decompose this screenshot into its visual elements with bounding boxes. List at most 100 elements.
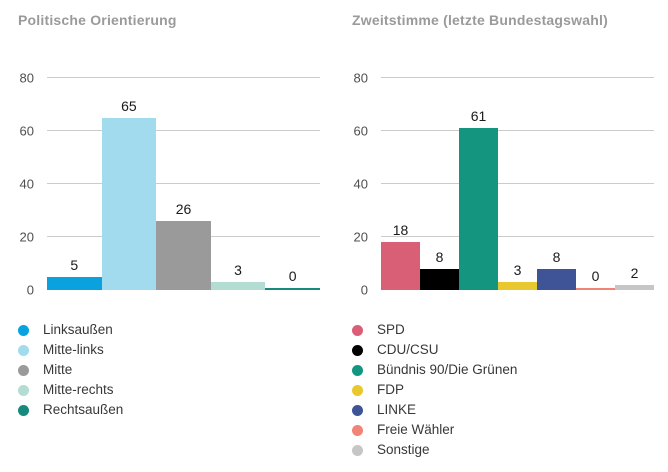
- bar: [101, 117, 157, 290]
- bar-value-label: 2: [630, 264, 639, 281]
- chart-title: Politische Orientierung: [18, 12, 177, 28]
- bar-value-label: 3: [234, 262, 242, 279]
- y-axis-tick-label: 60: [353, 123, 368, 139]
- legend-item: Mitte: [18, 360, 320, 380]
- legend-item: Mitte-rechts: [18, 380, 320, 400]
- legend-swatch-icon: [352, 444, 363, 456]
- legend-swatch-icon: [18, 404, 29, 416]
- plot-area: 0 20 40 60 80 5 65 26 3 0: [20, 72, 320, 297]
- legend-label: SPD: [377, 322, 405, 337]
- bar: [498, 282, 537, 290]
- legend-item: Rechtsaußen: [18, 400, 320, 420]
- legend-swatch-icon: [18, 324, 29, 336]
- legend-swatch-icon: [352, 324, 363, 336]
- legend-item: Bündnis 90/Die Grünen: [352, 360, 654, 380]
- y-axis-tick-label: 0: [26, 282, 34, 298]
- chart-panel-zweitstimme: Zweitstimme (letzte Bundestagswahl) 0 20 4…: [334, 0, 668, 472]
- legend-swatch-icon: [18, 384, 29, 396]
- legend-label: CDU/CSU: [377, 342, 439, 357]
- gridline: 80: [354, 72, 654, 85]
- legend-label: Mitte-links: [43, 342, 104, 357]
- legend-label: Bündnis 90/Die Grünen: [377, 362, 518, 377]
- bar-value-label: 8: [552, 248, 561, 265]
- bar-group: 8: [537, 78, 576, 290]
- y-axis-tick-label: 0: [360, 282, 368, 298]
- legend-item: Sonstige: [352, 440, 654, 460]
- bar-value-label: 8: [435, 248, 444, 265]
- legend-swatch-icon: [18, 344, 29, 356]
- bar: [47, 276, 102, 290]
- bar-group: 5: [47, 78, 102, 290]
- legend-swatch-icon: [352, 404, 363, 416]
- legend-swatch-icon: [352, 384, 363, 396]
- legend-swatch-icon: [18, 364, 29, 376]
- bar-group: 0: [576, 78, 615, 290]
- chart-title: Zweitstimme (letzte Bundestagswahl): [352, 12, 608, 28]
- bar: [381, 242, 420, 290]
- bar-group: 65: [101, 78, 157, 290]
- y-axis-tick-label: 80: [353, 70, 368, 86]
- bar-group: 61: [459, 78, 498, 290]
- gridline: 40: [20, 178, 320, 191]
- legend-label: Freie Wähler: [377, 422, 455, 437]
- legend-swatch-icon: [352, 344, 363, 356]
- legend-swatch-icon: [352, 424, 363, 436]
- legend-label: Rechtsaußen: [43, 402, 124, 417]
- gridline: 40: [354, 178, 654, 191]
- legend-label: FDP: [377, 382, 404, 397]
- bar-group: 3: [498, 78, 537, 290]
- legend-label: Linksaußen: [43, 322, 113, 337]
- bar: [615, 284, 654, 290]
- bar-group: 18: [381, 78, 420, 290]
- legend-label: Sonstige: [377, 442, 430, 457]
- y-axis-tick-label: 40: [353, 176, 368, 192]
- bar: [459, 128, 498, 290]
- bar: [156, 221, 211, 290]
- bar-group: 0: [265, 78, 320, 290]
- legend-item: SPD: [352, 320, 654, 340]
- legend: SPD CDU/CSU Bündnis 90/Die Grünen FDP LINKE F…: [352, 320, 654, 460]
- legend-item: FDP: [352, 380, 654, 400]
- bar-group: 8: [420, 78, 459, 290]
- bar-value-label: 5: [70, 256, 79, 273]
- gridline: 60: [354, 125, 654, 138]
- bar-group: 3: [210, 78, 266, 290]
- legend-item: CDU/CSU: [352, 340, 654, 360]
- bar-value-label: 26: [175, 201, 192, 218]
- legend-item: LINKE: [352, 400, 654, 420]
- bars: 18 8 61 3 8 0 2: [381, 78, 654, 290]
- bar-value-label: 65: [121, 97, 137, 114]
- bars: 5 65 26 3 0: [47, 78, 320, 290]
- bar: [420, 268, 459, 290]
- bar-value-label: 18: [392, 222, 409, 239]
- y-axis-tick-label: 20: [19, 229, 34, 245]
- bar-value-label: 3: [513, 262, 522, 279]
- legend-label: LINKE: [377, 402, 417, 417]
- chart-panel-politische-orientierung: Politische Orientierung 0 20 40 60 80 5 65 26 3…: [18, 12, 320, 420]
- bar-group: 2: [615, 78, 654, 290]
- y-axis-tick-label: 80: [19, 70, 34, 86]
- y-axis-tick-label: 60: [19, 123, 34, 139]
- plot-area: 0 20 40 60 80 18 8 61 3 8 0 2: [354, 72, 654, 297]
- legend: Linksaußen Mitte-links Mitte Mitte-rechts Re…: [18, 320, 320, 420]
- bar-value-label: 0: [288, 268, 297, 284]
- gridline: 20: [354, 231, 654, 244]
- bar-value-label: 61: [470, 108, 487, 125]
- y-axis-tick-label: 20: [353, 229, 368, 245]
- bar-group: 26: [156, 78, 211, 290]
- bar: [265, 288, 320, 290]
- legend-item: Mitte-links: [18, 340, 320, 360]
- bar-value-label: 0: [591, 268, 600, 284]
- gridline: 80: [20, 72, 320, 85]
- legend-item: Freie Wähler: [352, 420, 654, 440]
- legend-label: Mitte-rechts: [43, 382, 114, 397]
- legend-swatch-icon: [352, 364, 363, 376]
- y-axis-tick-label: 40: [19, 176, 34, 192]
- legend-item: Linksaußen: [18, 320, 320, 340]
- legend-label: Mitte: [43, 362, 73, 377]
- gridline: 60: [20, 125, 320, 138]
- bar: [576, 288, 615, 290]
- bar: [210, 282, 266, 290]
- bar: [537, 268, 576, 290]
